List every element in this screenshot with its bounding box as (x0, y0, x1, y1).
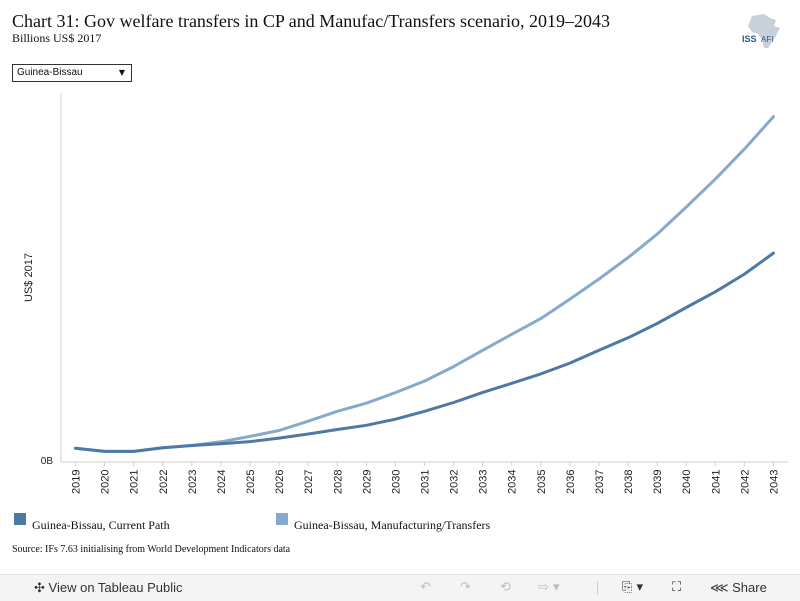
x-tick-label: 2031 (420, 470, 432, 494)
iss-afi-logo: ISS AFI (742, 14, 780, 48)
x-tick-label: 2021 (129, 470, 141, 494)
legend-swatch-manufacturing (276, 513, 288, 525)
x-tick-label: 2035 (536, 470, 548, 494)
tableau-toolbar: ✣ View on Tableau Public ↶ ↷ ⟲ ⇨ ▾ ⎘ ▾ ⛶… (0, 574, 800, 601)
x-tick-label: 2036 (565, 470, 577, 494)
redo-icon[interactable]: ↷ (460, 580, 471, 595)
fullscreen-icon[interactable]: ⛶ (672, 580, 682, 595)
undo-icon[interactable]: ↶ (420, 580, 431, 595)
share-label: Share (732, 580, 767, 595)
dropdown-arrow-icon: ▼ (118, 68, 125, 77)
country-dropdown[interactable]: Guinea-Bissau ▼ (12, 64, 132, 82)
line-chart: 0B US$ 2017 2019 2020 2021 2022 2023 2024 2025 20… (23, 93, 788, 494)
x-tick-label: 2033 (478, 470, 490, 494)
x-tick-label: 2030 (390, 470, 402, 494)
logo-text: ISS (742, 34, 757, 44)
legend-swatch-current-path (14, 513, 26, 525)
x-tick-label: 2028 (332, 470, 344, 494)
source-note: Source: IFs 7.63 initialising from World… (12, 544, 291, 555)
y-tick-label: 0B (41, 456, 54, 467)
y-axis-label: US$ 2017 (23, 253, 35, 302)
x-tick-label: 2026 (274, 470, 286, 494)
x-tick-label: 2022 (158, 470, 170, 494)
x-tick-label: 2025 (245, 470, 257, 494)
x-tick-label: 2020 (100, 470, 112, 494)
x-tick-label: 2023 (187, 470, 199, 494)
revert-icon[interactable]: ⟲ (500, 580, 511, 595)
share-icon: ⋘ (710, 581, 729, 596)
x-tick-label: 2040 (681, 470, 693, 494)
view-on-tableau-button[interactable]: ✣ View on Tableau Public (34, 579, 182, 597)
legend-label-manufacturing: Guinea-Bissau, Manufacturing/Transfers (294, 518, 491, 532)
view-on-tableau-label: View on Tableau Public (48, 580, 183, 595)
x-tick-label: 2042 (739, 470, 751, 494)
x-tick-label: 2029 (361, 470, 373, 494)
refresh-icon[interactable]: ⇨ ▾ (538, 580, 560, 595)
x-tick-label: 2034 (507, 470, 519, 494)
share-button[interactable]: ⋘ Share (710, 579, 767, 597)
logo-text-2: AFI (761, 35, 773, 44)
series-line (74, 115, 775, 453)
x-tick-label: 2038 (623, 470, 635, 494)
x-tick-label: 2039 (652, 470, 664, 494)
x-tick-label: 2024 (216, 470, 228, 494)
x-tick-label: 2037 (594, 470, 606, 494)
x-tick-label: 2043 (768, 470, 780, 494)
x-tick-label: 2027 (303, 470, 315, 494)
chart-subtitle: Billions US$ 2017 (12, 31, 102, 45)
series-line (74, 251, 775, 453)
x-tick-label: 2019 (71, 470, 83, 494)
x-tick-label: 2032 (449, 470, 461, 494)
tableau-icon: ✣ (34, 581, 45, 596)
download-icon[interactable]: ⎘ ▾ (622, 580, 644, 595)
x-tick-label: 2041 (710, 470, 722, 494)
dropdown-value: Guinea-Bissau (17, 67, 83, 78)
toolbar-divider (597, 581, 598, 595)
chart-title: Chart 31: Gov welfare transfers in CP an… (12, 11, 611, 31)
legend-label-current-path: Guinea-Bissau, Current Path (32, 518, 170, 532)
